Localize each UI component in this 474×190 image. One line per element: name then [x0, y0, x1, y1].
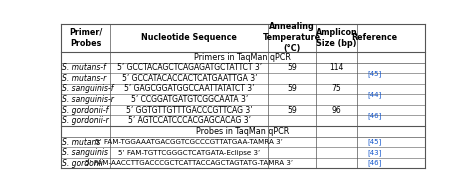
Text: [44]: [44]: [368, 91, 382, 98]
Text: 5’ GCCATACACCACTCATGAATTGA 3’: 5’ GCCATACACCACTCATGAATTGA 3’: [121, 74, 257, 83]
Text: 5’ FAM-TGGAAATGACGGTCGCCCGTTATGAA-TAMRA 3’: 5’ FAM-TGGAAATGACGGTCGCCCGTTATGAA-TAMRA …: [95, 139, 283, 145]
Text: 5’ FAM-AACCTTGACCCGCTCATTACCAGCTAGTATG-TAMRA 3’: 5’ FAM-AACCTTGACCCGCTCATTACCAGCTAGTATG-T…: [85, 160, 293, 166]
Text: 5’ AGTCCATCCCACGAGCACAG 3’: 5’ AGTCCATCCCACGAGCACAG 3’: [128, 116, 251, 125]
Text: Nucleotide Sequence: Nucleotide Sequence: [141, 33, 237, 42]
Text: S. mutans: S. mutans: [62, 138, 100, 146]
Text: 5’ GGTGTTGTTTGACCCGTTCAG 3’: 5’ GGTGTTGTTTGACCCGTTCAG 3’: [126, 106, 253, 115]
Text: 75: 75: [332, 85, 341, 93]
Text: Amplicon
Size (bp): Amplicon Size (bp): [316, 28, 357, 48]
Text: 59: 59: [287, 106, 297, 115]
Text: S. gordonii-f: S. gordonii-f: [62, 106, 109, 115]
Text: [46]: [46]: [367, 160, 382, 166]
Text: S. sanguinis-f: S. sanguinis-f: [62, 85, 114, 93]
Text: S. mutans-r: S. mutans-r: [62, 74, 107, 83]
Text: S. sanguinis-r: S. sanguinis-r: [62, 95, 114, 104]
Text: 5’ GAGCGGATGGCCAATTATATCT 3’: 5’ GAGCGGATGGCCAATTATATCT 3’: [124, 85, 255, 93]
Text: 59: 59: [287, 85, 297, 93]
Text: [43]: [43]: [367, 149, 382, 156]
Text: 59: 59: [287, 63, 297, 72]
Text: [45]: [45]: [368, 70, 382, 77]
Text: S. gordonii: S. gordonii: [62, 159, 103, 168]
Text: Primer/
Probes: Primer/ Probes: [69, 28, 102, 48]
Text: 5’ FAM-TGTTCGGGCTCATGATA-Eclipse 3’: 5’ FAM-TGTTCGGGCTCATGATA-Eclipse 3’: [118, 150, 260, 156]
Text: Annealing
Temperature
(°C): Annealing Temperature (°C): [263, 22, 321, 53]
Text: 114: 114: [329, 63, 344, 72]
Text: Reference: Reference: [352, 33, 398, 42]
Text: 5’ CCGGATGATGTCGGCAATA 3’: 5’ CCGGATGATGTCGGCAATA 3’: [131, 95, 248, 104]
Text: [45]: [45]: [368, 139, 382, 145]
Text: Primers in TaqMan qPCR: Primers in TaqMan qPCR: [194, 53, 292, 62]
Text: S. sanguinis: S. sanguinis: [62, 148, 108, 157]
Text: S. mutans-f: S. mutans-f: [62, 63, 106, 72]
Text: Probes in TaqMan qPCR: Probes in TaqMan qPCR: [196, 127, 290, 136]
Text: 5’ GCCTACAGCTCAGAGATGCTATTCT 3’: 5’ GCCTACAGCTCAGAGATGCTATTCT 3’: [117, 63, 262, 72]
Text: S. gordonii-r: S. gordonii-r: [62, 116, 109, 125]
Text: 96: 96: [332, 106, 341, 115]
Text: [46]: [46]: [367, 112, 382, 119]
